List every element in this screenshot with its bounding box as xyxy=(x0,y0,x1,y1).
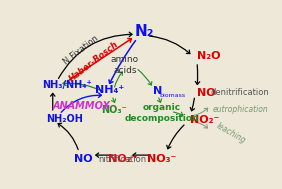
Text: NO₂⁻: NO₂⁻ xyxy=(108,154,137,164)
Text: eutrophication: eutrophication xyxy=(212,105,268,115)
Text: N₂O: N₂O xyxy=(197,51,221,61)
Text: NH₂OH: NH₂OH xyxy=(46,114,83,124)
Text: N₂: N₂ xyxy=(135,24,154,39)
Text: ANAMMOX: ANAMMOX xyxy=(52,101,110,111)
Text: NH₄⁺: NH₄⁺ xyxy=(95,85,124,95)
Text: denitrification: denitrification xyxy=(210,88,269,97)
Text: biomass: biomass xyxy=(160,93,186,98)
Text: organic
decomposition: organic decomposition xyxy=(125,103,199,123)
Text: amino
acids: amino acids xyxy=(111,55,139,75)
Text: NH₃/NH₄⁺: NH₃/NH₄⁺ xyxy=(42,80,92,90)
Text: NO: NO xyxy=(197,88,216,98)
Text: N Fixation: N Fixation xyxy=(62,34,100,67)
Text: NO₂⁻: NO₂⁻ xyxy=(190,115,220,125)
Text: N: N xyxy=(153,86,162,96)
Text: nitrification: nitrification xyxy=(99,155,147,164)
Text: NO: NO xyxy=(74,154,93,164)
Text: leaching: leaching xyxy=(215,121,247,145)
Text: Haber-Bosch: Haber-Bosch xyxy=(68,40,121,84)
Text: NO₃⁻: NO₃⁻ xyxy=(147,154,177,164)
Text: NO₃⁻: NO₃⁻ xyxy=(101,105,127,115)
